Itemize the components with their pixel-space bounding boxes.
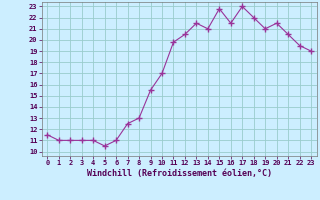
X-axis label: Windchill (Refroidissement éolien,°C): Windchill (Refroidissement éolien,°C) bbox=[87, 169, 272, 178]
